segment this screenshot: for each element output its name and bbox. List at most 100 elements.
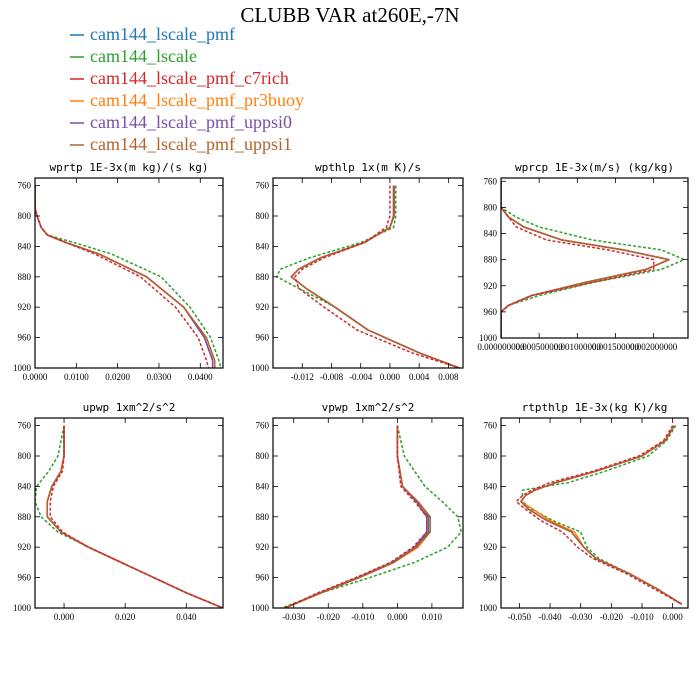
x-tick-label: -0.030 xyxy=(282,612,306,622)
series-line-cam144_lscale_pmf xyxy=(501,181,670,338)
x-tick-label: 0.000500000 xyxy=(516,342,564,352)
y-tick-label: 1000 xyxy=(13,603,32,613)
x-tick-label: 0.0300 xyxy=(147,372,172,382)
series-line-cam144_lscale_pmf_uppsi0 xyxy=(520,425,683,605)
y-tick-label: 960 xyxy=(256,333,270,343)
panel-5: vpwp 1xm^2/s^2 760 800 840 880 920 960 1000 -0.0… xyxy=(251,401,464,622)
y-tick-label: 920 xyxy=(256,542,270,552)
series-line-cam144_lscale_pmf_uppsi1 xyxy=(290,185,460,368)
panel-title: upwp 1xm^2/s^2 xyxy=(83,401,176,414)
y-tick-label: 920 xyxy=(484,542,498,552)
panel-4: upwp 1xm^2/s^2 760 800 840 880 920 960 1000 0.00… xyxy=(13,401,224,622)
y-tick-label: 760 xyxy=(484,421,498,431)
series-line-cam144_lscale_pmf_uppsi0 xyxy=(290,185,460,368)
x-tick-label: -0.020 xyxy=(600,612,624,622)
x-tick-label: -0.010 xyxy=(630,612,654,622)
panel-series-group xyxy=(515,425,683,605)
series-line-cam144_lscale xyxy=(275,185,460,368)
x-tick-label: 0.040 xyxy=(176,612,197,622)
y-tick-label: 960 xyxy=(484,307,498,317)
series-line-cam144_lscale xyxy=(35,185,222,368)
y-tick-label: 880 xyxy=(18,512,32,522)
x-tick-label: -0.040 xyxy=(538,612,562,622)
panel-6: rtpthlp 1E-3x(kg K)/kg 760 800 840 880 920 960… xyxy=(479,401,689,622)
y-tick-label: 1000 xyxy=(251,363,270,373)
series-line-cam144_lscale xyxy=(521,425,683,605)
y-tick-label: 840 xyxy=(18,241,32,251)
series-line-cam144_lscale_pmf xyxy=(35,185,214,368)
panel-frame xyxy=(272,417,464,609)
y-tick-label: 920 xyxy=(18,302,32,312)
series-line-cam144_lscale_pmf_uppsi1 xyxy=(35,185,216,368)
series-line-cam144_lscale xyxy=(35,425,223,608)
y-tick-label: 960 xyxy=(18,333,32,343)
series-line-cam144_lscale xyxy=(281,425,463,608)
x-tick-label: 0.0100 xyxy=(64,372,89,382)
series-line-cam144_lscale_pmf_pr3buoy xyxy=(46,425,223,608)
legend-label: cam144_lscale xyxy=(90,46,197,66)
series-line-cam144_lscale_pmf_uppsi0 xyxy=(35,185,214,368)
panel-2: wpthlp 1x(m K)/s 760 800 840 880 920 960 1000 -0… xyxy=(251,161,464,382)
y-tick-label: 840 xyxy=(484,481,498,491)
series-line-cam144_lscale_pmf_pr3buoy xyxy=(520,425,683,605)
y-tick-label: 800 xyxy=(256,451,270,461)
panel-title: wprcp 1E-3x(m/s) (kg/kg) xyxy=(515,161,674,174)
panel-3: wprcp 1E-3x(m/s) (kg/kg) 760 800 840 880 920 9… xyxy=(477,161,689,352)
y-tick-label: 960 xyxy=(256,573,270,583)
y-tick-label: 1000 xyxy=(479,603,498,613)
y-tick-label: 760 xyxy=(256,181,270,191)
y-tick-label: 920 xyxy=(18,542,32,552)
x-tick-label: -0.050 xyxy=(508,612,532,622)
series-line-cam144_lscale_pmf_uppsi1 xyxy=(284,425,431,608)
panel-series-group xyxy=(275,185,460,368)
series-line-cam144_lscale_pmf_c7rich xyxy=(501,181,655,338)
panel-title: wpthlp 1x(m K)/s xyxy=(315,161,421,174)
x-tick-label: -0.010 xyxy=(351,612,375,622)
series-line-cam144_lscale_pmf_pr3buoy xyxy=(284,425,431,608)
y-tick-label: 880 xyxy=(484,255,498,265)
series-line-cam144_lscale_pmf xyxy=(284,425,430,608)
y-tick-label: 1000 xyxy=(251,603,270,613)
series-line-cam144_lscale_pmf_uppsi0 xyxy=(46,425,223,608)
panel-frame xyxy=(500,177,689,339)
series-line-cam144_lscale xyxy=(501,181,685,338)
y-tick-label: 840 xyxy=(484,229,498,239)
y-tick-label: 760 xyxy=(18,181,32,191)
panel-frame xyxy=(34,417,224,609)
series-line-cam144_lscale_pmf_pr3buoy xyxy=(290,185,460,368)
series-line-cam144_lscale_pmf_c7rich xyxy=(284,425,428,608)
series-line-cam144_lscale_pmf_uppsi1 xyxy=(501,181,670,338)
series-line-cam144_lscale_pmf_uppsi0 xyxy=(501,181,670,338)
panel-series-group xyxy=(35,425,223,608)
series-line-cam144_lscale_pmf_c7rich xyxy=(49,425,223,608)
x-tick-label: 0.000000000 xyxy=(477,342,525,352)
series-line-cam144_lscale_pmf_c7rich xyxy=(515,425,683,605)
y-tick-label: 920 xyxy=(256,302,270,312)
legend-label: cam144_lscale_pmf_pr3buoy xyxy=(90,90,304,110)
y-tick-label: 800 xyxy=(484,451,498,461)
y-tick-label: 840 xyxy=(256,241,270,251)
y-tick-label: 1000 xyxy=(479,333,498,343)
x-tick-label: 0.000 xyxy=(380,372,401,382)
series-line-cam144_lscale_pmf_c7rich xyxy=(35,185,210,368)
figure-title: CLUBB VAR at260E,-7N xyxy=(240,3,459,27)
y-tick-label: 920 xyxy=(484,281,498,291)
y-tick-label: 880 xyxy=(18,272,32,282)
y-tick-label: 800 xyxy=(484,202,498,212)
panel-frame xyxy=(34,177,224,369)
x-tick-label: 0.002000000 xyxy=(630,342,678,352)
x-tick-label: 0.000 xyxy=(54,612,75,622)
series-line-cam144_lscale_pmf xyxy=(290,185,460,368)
y-tick-label: 880 xyxy=(484,512,498,522)
y-tick-label: 1000 xyxy=(13,363,32,373)
y-tick-label: 880 xyxy=(256,272,270,282)
panels: wprtp 1E-3x(m kg)/(s kg) 760 800 840 880 920 9… xyxy=(13,161,689,622)
panel-series-group xyxy=(281,425,463,608)
x-tick-label: 0.001500000 xyxy=(592,342,640,352)
x-tick-label: 0.0000 xyxy=(23,372,48,382)
series-line-cam144_lscale_pmf_uppsi1 xyxy=(46,425,223,608)
panel-1: wprtp 1E-3x(m kg)/(s kg) 760 800 840 880 920 9… xyxy=(13,161,224,382)
series-line-cam144_lscale_pmf xyxy=(46,425,223,608)
panel-series-group xyxy=(35,185,222,368)
y-tick-label: 960 xyxy=(484,573,498,583)
